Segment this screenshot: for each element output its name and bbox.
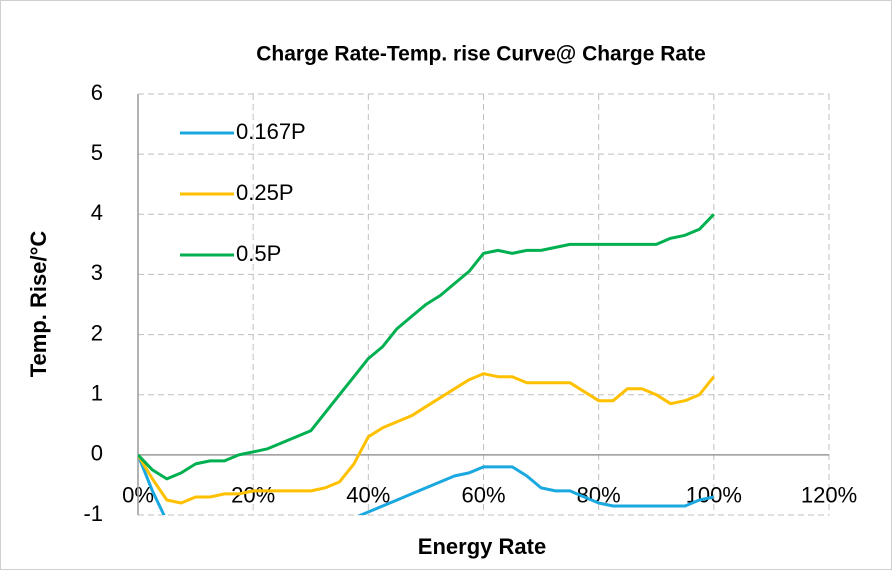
y-tick-label: 0 — [91, 441, 103, 466]
series-line — [138, 213, 715, 481]
y-tick-label: 3 — [91, 260, 103, 285]
y-tick-label: -1 — [83, 501, 103, 526]
legend-label: 0.5P — [236, 241, 281, 266]
series-line — [138, 372, 715, 505]
x-tick-label: 40% — [346, 483, 390, 508]
legend-label: 0.25P — [236, 180, 294, 205]
plot-area — [138, 213, 715, 515]
y-tick-label: 6 — [91, 80, 103, 105]
y-tick-label: 4 — [91, 200, 103, 225]
y-axis-label: Temp. Rise/°C — [26, 231, 51, 378]
series-line — [138, 454, 715, 515]
y-tick-label: 1 — [91, 381, 103, 406]
y-tick-label: 2 — [91, 320, 103, 345]
chart-title: Charge Rate-Temp. rise Curve@ Charge Rat… — [256, 43, 706, 66]
x-tick-label: 60% — [461, 483, 505, 508]
x-tick-label: 120% — [801, 483, 857, 508]
x-tick-label: 100% — [686, 483, 742, 508]
y-tick-label: 5 — [91, 140, 103, 165]
x-axis-label: Energy Rate — [418, 534, 546, 559]
legend-label: 0.167P — [236, 119, 306, 144]
